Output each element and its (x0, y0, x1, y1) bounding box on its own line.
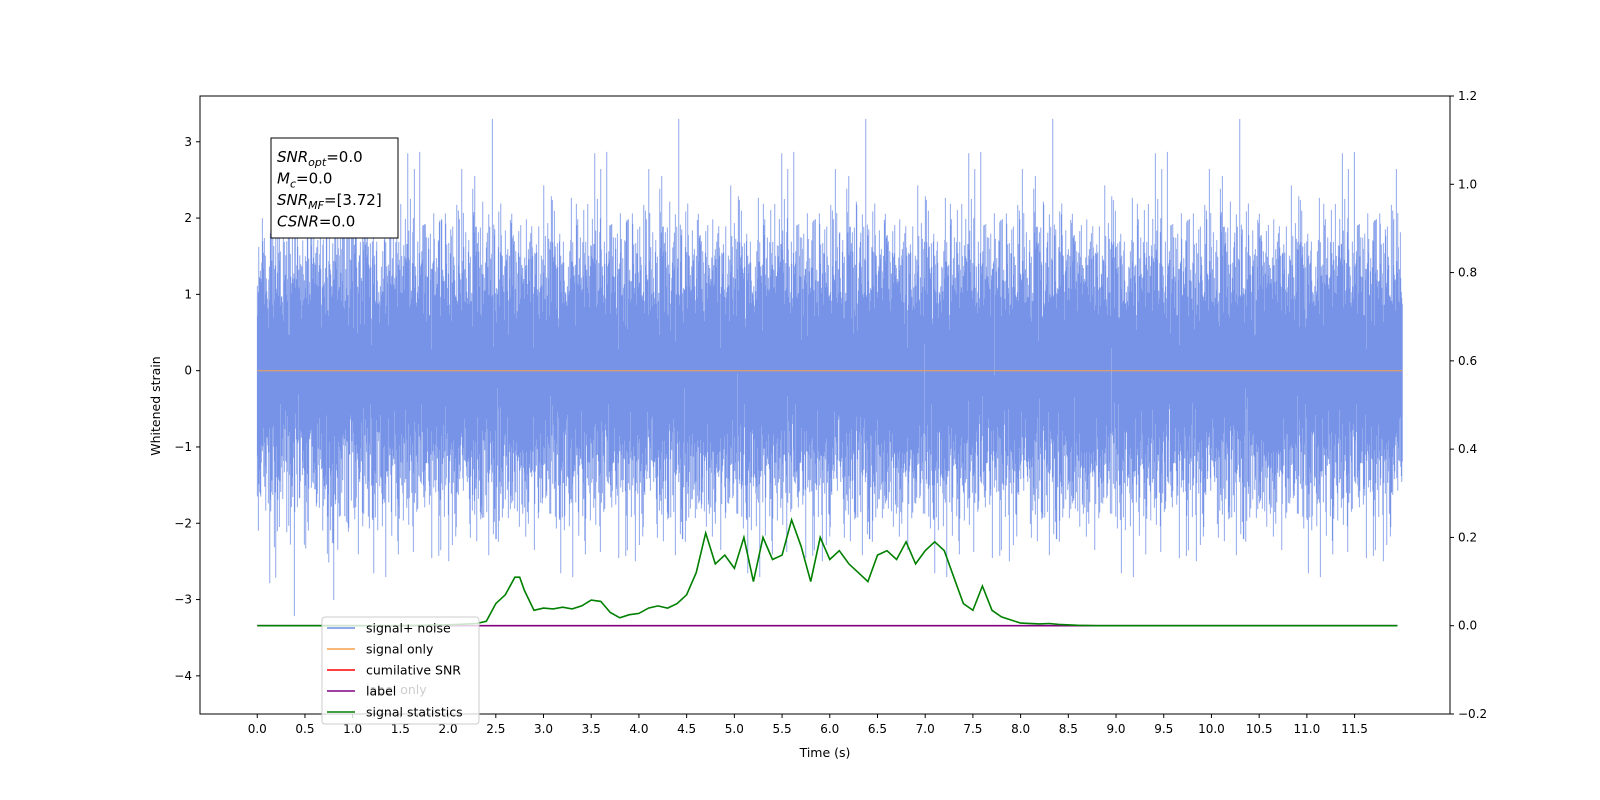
x-tick-label: 1.0 (343, 722, 362, 736)
x-tick-label: 8.5 (1059, 722, 1078, 736)
y-left-tick-label: −2 (174, 516, 192, 530)
legend-label: label (366, 684, 396, 699)
x-tick-label: 4.5 (677, 722, 696, 736)
y-right-tick-label: 0.2 (1458, 530, 1477, 544)
info-box-frame (270, 137, 399, 239)
info-line: Mc=0.0 (277, 170, 332, 191)
x-tick-label: 2.5 (486, 722, 505, 736)
y-left-tick-label: −1 (174, 440, 192, 454)
x-tick-label: 6.0 (820, 722, 839, 736)
legend-label: signal statistics (366, 705, 463, 720)
y-left-tick-label: 1 (184, 287, 192, 301)
x-tick-label: 5.0 (725, 722, 744, 736)
x-tick-label: 10.0 (1198, 722, 1225, 736)
x-tick-label: 3.0 (534, 722, 553, 736)
info-line: SNRMF=[3.72] (277, 191, 382, 212)
y-right-tick-label: 0.8 (1458, 266, 1477, 280)
y-right-tick-label: 0.4 (1458, 442, 1477, 456)
y-left-tick-label: 0 (184, 364, 192, 378)
y-left-tick-label: 2 (184, 211, 192, 225)
legend-label: cumilative SNR (366, 663, 461, 678)
x-tick-label: 11.0 (1294, 722, 1321, 736)
plot-area (256, 118, 1403, 627)
x-tick-label: 0.5 (295, 722, 314, 736)
series-signal-noise (256, 118, 1403, 617)
x-tick-label: 1.5 (391, 722, 410, 736)
y-left-tick-label: −4 (174, 669, 192, 683)
x-tick-label: 11.5 (1341, 722, 1368, 736)
info-line: SNRopt=0.0 (277, 148, 363, 169)
info-line: CSNR=0.0 (277, 213, 355, 231)
x-tick-label: 9.5 (1154, 722, 1173, 736)
y-left-tick-label: −3 (174, 593, 192, 607)
x-axis-label: Time (s) (799, 745, 851, 760)
legend-label: signal only (366, 642, 434, 657)
y-left-tick-label: 3 (184, 135, 192, 149)
x-tick-label: 0.0 (248, 722, 267, 736)
axes-frame (199, 95, 1451, 715)
axis-ticks: 0.0 0.5 1.0 1.5 2.0 2.5 3.0 3.5 4.0 4.5 5.0 5.5 6.0 6… (174, 89, 1487, 736)
x-tick-label: 10.5 (1246, 722, 1273, 736)
legend-label: signal+ noise (366, 621, 451, 636)
x-tick-label: 8.0 (1011, 722, 1030, 736)
y-right-tick-label: −0.2 (1458, 707, 1487, 721)
legend-frame (321, 616, 480, 725)
y-right-tick-label: 1.2 (1458, 89, 1477, 103)
y-right-tick-label: 0.6 (1458, 354, 1477, 368)
x-tick-label: 2.0 (439, 722, 458, 736)
x-tick-label: 9.0 (1106, 722, 1125, 736)
y-right-tick-label: 0.0 (1458, 619, 1477, 633)
x-tick-label: 6.5 (868, 722, 887, 736)
x-tick-label: 7.0 (916, 722, 935, 736)
y-axis-label: Whitened strain (148, 356, 163, 455)
y-right-tick-label: 1.0 (1458, 177, 1477, 191)
x-tick-label: 7.5 (963, 722, 982, 736)
x-tick-label: 5.5 (773, 722, 792, 736)
series-signal-statistics (257, 517, 1398, 627)
x-tick-label: 3.5 (582, 722, 601, 736)
x-tick-label: 4.0 (629, 722, 648, 736)
